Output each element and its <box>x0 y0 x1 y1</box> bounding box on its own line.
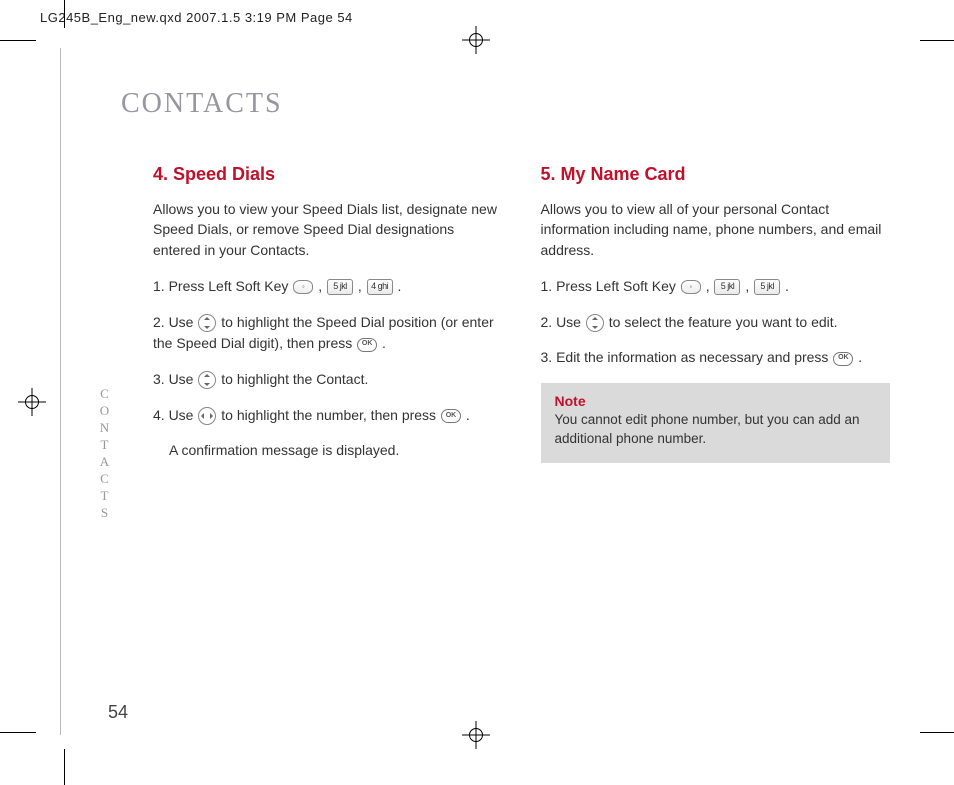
side-tab: CONTACTS <box>58 386 76 502</box>
nav-up-down-icon <box>198 371 216 389</box>
ok-key-icon: OK <box>357 338 377 352</box>
section-heading-speed-dials: 4. Speed Dials <box>153 164 503 185</box>
step-2-right: 2. Use to select the feature you want to… <box>541 312 891 334</box>
note-box: Note You cannot edit phone number, but y… <box>541 383 891 463</box>
intro-my-name-card: Allows you to view all of your personal … <box>541 199 891 260</box>
key-5-icon: 5 jkl <box>714 279 740 295</box>
step-text: to select the feature you want to edit. <box>609 314 838 330</box>
step-text: , <box>358 278 366 294</box>
nav-left-right-icon <box>198 407 216 425</box>
page-number: 54 <box>108 702 128 723</box>
key-5-icon: 5 jkl <box>754 279 780 295</box>
left-soft-key-icon: ◦ <box>681 280 701 294</box>
step-text: , <box>706 278 714 294</box>
column-right: 5. My Name Card Allows you to view all o… <box>541 164 891 476</box>
page-frame: CONTACTS 4. Speed Dials Allows you to vi… <box>60 48 914 735</box>
step-1-right: 1. Press Left Soft Key ◦ , 5 jkl , 5 jkl… <box>541 276 891 298</box>
step-text: . <box>785 278 789 294</box>
column-left: 4. Speed Dials Allows you to view your S… <box>121 164 503 476</box>
step-text: 2. Use <box>153 314 197 330</box>
key-5-icon: 5 jkl <box>327 279 353 295</box>
confirmation-text: A confirmation message is displayed. <box>153 440 503 462</box>
note-title: Note <box>555 393 877 409</box>
step-text: 1. Press Left Soft Key <box>153 278 292 294</box>
step-4-left: 4. Use to highlight the number, then pre… <box>153 405 503 427</box>
left-soft-key-icon: ◦ <box>293 280 313 294</box>
chapter-title: CONTACTS <box>121 88 890 120</box>
step-text: 3. Edit the information as necessary and… <box>541 349 833 365</box>
nav-up-down-icon <box>586 314 604 332</box>
registration-mark-left <box>18 388 46 416</box>
side-tab-label: CONTACTS <box>58 386 112 502</box>
intro-speed-dials: Allows you to view your Speed Dials list… <box>153 199 503 260</box>
section-heading-my-name-card: 5. My Name Card <box>541 164 891 185</box>
step-text: , <box>318 278 326 294</box>
step-text: 4. Use <box>153 407 197 423</box>
step-text: . <box>858 349 862 365</box>
two-column-layout: 4. Speed Dials Allows you to view your S… <box>121 164 890 476</box>
step-text: . <box>466 407 470 423</box>
ok-key-icon: OK <box>833 352 853 366</box>
note-text: You cannot edit phone number, but you ca… <box>555 411 877 449</box>
ok-key-icon: OK <box>441 409 461 423</box>
step-3-left: 3. Use to highlight the Contact. <box>153 369 503 391</box>
key-4-icon: 4 ghi <box>367 279 393 295</box>
step-2-left: 2. Use to highlight the Speed Dial posit… <box>153 312 503 355</box>
nav-up-down-icon <box>198 314 216 332</box>
step-text: 2. Use <box>541 314 585 330</box>
step-text: to highlight the Contact. <box>221 371 368 387</box>
step-1-left: 1. Press Left Soft Key ◦ , 5 jkl , 4 ghi… <box>153 276 503 298</box>
step-text: 1. Press Left Soft Key <box>541 278 680 294</box>
source-file-header: LG245B_Eng_new.qxd 2007.1.5 3:19 PM Page… <box>40 10 353 25</box>
step-text: , <box>745 278 753 294</box>
step-text: . <box>382 335 386 351</box>
step-text: to highlight the number, then press <box>221 407 440 423</box>
step-text: . <box>398 278 402 294</box>
step-3-right: 3. Edit the information as necessary and… <box>541 347 891 369</box>
step-text: 3. Use <box>153 371 197 387</box>
